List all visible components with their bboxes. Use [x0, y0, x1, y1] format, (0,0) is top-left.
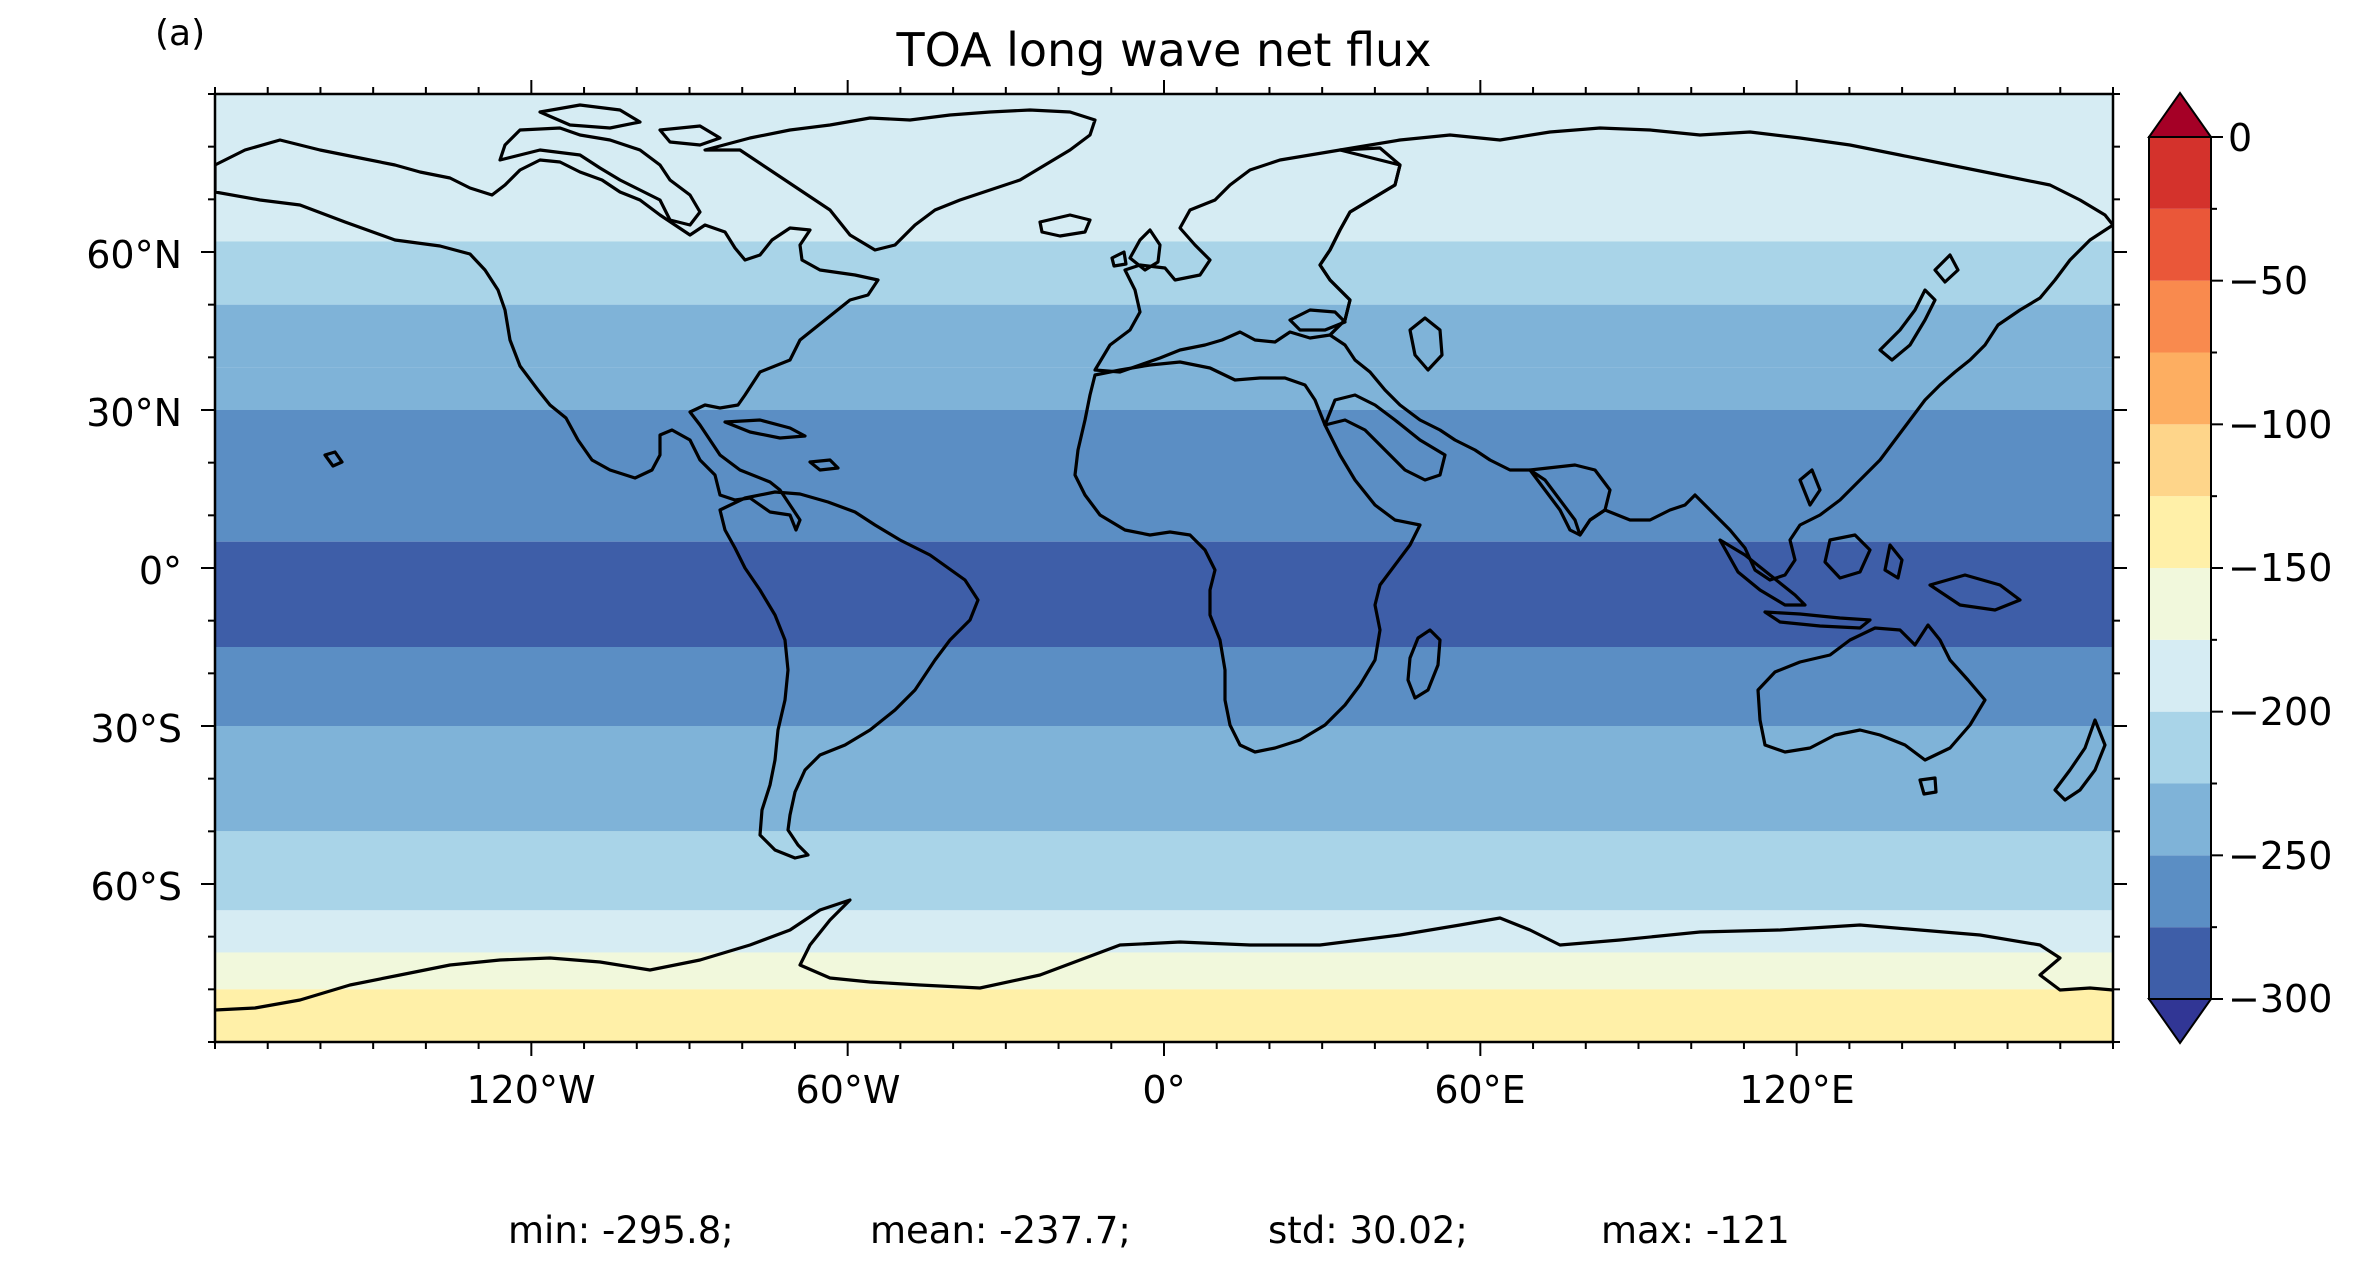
colorbar-segment	[2149, 496, 2211, 568]
coast-iceland	[1038, 213, 1092, 238]
y-tick-labels: 60°N 30°N 0° 30°S 60°S	[86, 233, 182, 909]
y-tick-label: 30°N	[86, 391, 182, 435]
coast-maritime-continent	[1718, 468, 2022, 630]
field-band	[215, 726, 2113, 832]
x-tick-label: 120°E	[1739, 1068, 1855, 1112]
coast-arctic-islands	[498, 103, 722, 227]
field-band	[215, 304, 2113, 368]
coast-india	[1528, 463, 1612, 537]
colorbar-tick-label: −50	[2228, 259, 2308, 303]
map-plot: 120°W 60°W 0° 60°E 120°E 60°N 30°N 0° 30…	[86, 80, 2127, 1112]
colorbar-segment	[2149, 424, 2211, 497]
field-band	[215, 831, 2113, 911]
coast-caribbean	[723, 418, 840, 472]
colorbar-segment	[2149, 639, 2211, 712]
field-band	[215, 541, 2113, 647]
colorbar-tick-label: −100	[2228, 403, 2332, 447]
colorbar-tick-labels: 0 −50 −100 −150 −200 −250 −300	[2228, 116, 2332, 1021]
field-band	[215, 647, 2113, 726]
coast-south-america	[718, 490, 980, 860]
field-band	[215, 367, 2113, 410]
stat-min: min: -295.8;	[508, 1209, 734, 1252]
colorbar-segment	[2149, 711, 2211, 784]
colorbar-segments	[2149, 137, 2211, 999]
colorbar-tick-label: 0	[2228, 116, 2252, 160]
coast-madagascar	[1406, 628, 1442, 700]
field-band	[215, 94, 2113, 242]
colorbar-segment	[2149, 783, 2211, 856]
colorbar-segment	[2149, 208, 2211, 281]
colorbar-ticks	[2211, 136, 2223, 1000]
y-tick-label: 60°S	[91, 865, 182, 909]
colorbar-tick-label: −250	[2228, 834, 2332, 878]
coast-new-zealand	[2053, 718, 2107, 802]
stat-max: max: -121	[1601, 1209, 1790, 1252]
colorbar-tick-label: −200	[2228, 690, 2332, 734]
field-band	[215, 410, 2113, 489]
colorbar: 0 −50 −100 −150 −200 −250 −300	[2147, 91, 2332, 1045]
coast-antarctica	[215, 898, 2113, 1012]
field-band	[215, 952, 2113, 990]
y-tick-label: 60°N	[86, 233, 182, 277]
coast-greenland	[703, 108, 1097, 252]
colorbar-segment	[2149, 855, 2211, 928]
x-tick-label: 0°	[1142, 1068, 1185, 1112]
map-ticks	[201, 80, 2127, 1056]
flux-field	[215, 94, 2113, 1042]
colorbar-segment	[2149, 927, 2211, 999]
x-tick-label: 60°E	[1434, 1068, 1525, 1112]
colorbar-segment	[2149, 352, 2211, 425]
coast-caspian	[1408, 316, 1444, 372]
coast-hawaii	[323, 450, 344, 468]
field-band	[215, 241, 2113, 305]
coast-north-america	[215, 138, 880, 532]
y-tick-label: 0°	[139, 549, 182, 593]
coast-japan	[1878, 253, 1960, 362]
colorbar-segment	[2149, 280, 2211, 353]
field-band	[215, 910, 2113, 953]
field-band	[215, 989, 2113, 1042]
stat-mean: mean: -237.7;	[870, 1209, 1131, 1252]
colorbar-segment	[2149, 137, 2211, 209]
y-tick-label: 30°S	[91, 707, 182, 751]
x-tick-labels: 120°W 60°W 0° 60°E 120°E	[466, 1068, 1854, 1112]
coast-australia	[1756, 623, 1987, 762]
coast-asia	[1318, 126, 2113, 582]
panel-label: (a)	[155, 13, 205, 54]
coast-arabia	[1323, 393, 1447, 482]
x-tick-label: 60°W	[796, 1068, 901, 1112]
coast-tasmania	[1918, 776, 1938, 796]
colorbar-extend-low	[2147, 998, 2213, 1045]
map-title: TOA long wave net flux	[896, 23, 1432, 77]
coast-africa	[1073, 360, 1422, 754]
colorbar-tick-label: −150	[2228, 546, 2332, 590]
coast-great-britain	[1110, 228, 1162, 272]
colorbar-segment	[2149, 568, 2211, 640]
coast-black-sea	[1288, 308, 1347, 332]
statistics: min: -295.8; mean: -237.7; std: 30.02; m…	[508, 1209, 1790, 1252]
colorbar-extend-high	[2147, 91, 2213, 138]
stat-std: std: 30.02;	[1268, 1209, 1468, 1252]
coastlines	[215, 103, 2113, 1012]
colorbar-tick-label: −300	[2228, 977, 2332, 1021]
x-tick-label: 120°W	[466, 1068, 595, 1112]
